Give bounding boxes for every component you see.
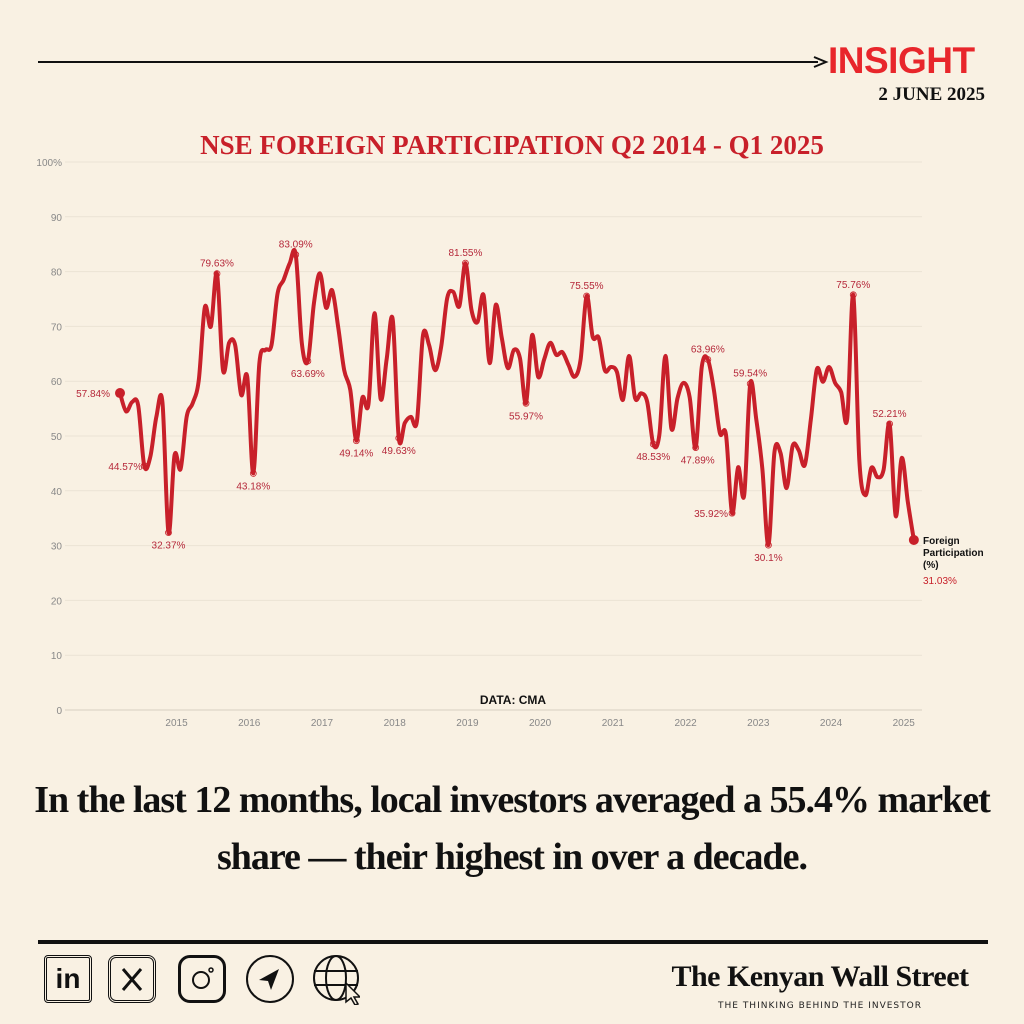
- x-tick-label: 2017: [311, 718, 334, 729]
- data-point-marker: [649, 440, 657, 448]
- data-point-marker: [292, 251, 300, 259]
- legend-label: Foreign Participation (%): [923, 536, 986, 571]
- x-tick-label: 2023: [747, 718, 770, 729]
- website-icon[interactable]: [312, 955, 360, 1005]
- data-point-marker: [352, 437, 360, 445]
- y-tick-label: 60: [51, 377, 63, 388]
- x-tick-label: 2025: [893, 718, 916, 729]
- y-tick-label: 80: [51, 268, 63, 279]
- x-tick-label: 2020: [529, 718, 552, 729]
- x-tick-label: 2024: [820, 718, 843, 729]
- chart-title: NSE FOREIGN PARTICIPATION Q2 2014 - Q1 2…: [200, 130, 824, 160]
- data-point-marker: [213, 270, 221, 278]
- data-label: 75.55%: [570, 281, 604, 292]
- legend-line-3: (%): [923, 560, 939, 571]
- data-point-marker: [704, 356, 712, 363]
- x-tick-label: 2015: [165, 718, 188, 729]
- headline: In the last 12 months, local investors a…: [34, 779, 990, 878]
- data-label: 44.57%: [108, 462, 142, 473]
- linkedin-icon[interactable]: in: [44, 955, 92, 1003]
- data-point-marker: [304, 357, 312, 365]
- data-label: 49.14%: [339, 449, 373, 460]
- data-label: 43.18%: [236, 481, 270, 492]
- data-label: 47.89%: [681, 456, 715, 467]
- y-tick-label: 30: [51, 542, 63, 553]
- divider: [38, 940, 988, 944]
- header-arrow: [38, 56, 829, 68]
- data-label: 49.63%: [382, 446, 416, 457]
- legend-line-1: Foreign: [923, 536, 960, 547]
- brand-label: INSIGHT: [828, 40, 975, 81]
- data-point-marker: [765, 541, 772, 549]
- y-tick-label: 40: [51, 487, 63, 498]
- source-label: DATA: CMA: [480, 693, 547, 707]
- data-label: 75.76%: [836, 280, 870, 291]
- data-point-marker: [165, 529, 172, 537]
- start-point-marker: [115, 388, 125, 399]
- y-tick-label: 70: [51, 322, 63, 333]
- data-point-marker: [886, 420, 894, 428]
- data-label: 32.37%: [152, 541, 186, 552]
- data-label: 35.92%: [694, 509, 728, 520]
- legend-line-2: Participation: [923, 548, 984, 559]
- data-label: 57.84%: [76, 389, 110, 400]
- data-point-marker: [583, 292, 591, 300]
- publish-date: 2 JUNE 2025: [878, 84, 985, 105]
- x-icon[interactable]: [108, 955, 156, 1003]
- tagline: THE THINKING BEHIND THE INVESTOR: [718, 1001, 922, 1011]
- data-label: 48.53%: [636, 452, 670, 463]
- x-tick-label: 2016: [238, 718, 261, 729]
- data-point-marker: [140, 462, 148, 470]
- logo: The Kenyan Wall Street: [671, 960, 969, 993]
- series-line: [118, 247, 916, 548]
- y-tick-label: 100%: [36, 158, 62, 169]
- data-point-marker: [522, 399, 530, 407]
- telegram-icon[interactable]: [246, 955, 294, 1003]
- data-point-marker: [849, 291, 857, 299]
- data-point-marker: [728, 509, 736, 517]
- instagram-icon[interactable]: [178, 955, 226, 1003]
- data-label: 63.96%: [691, 344, 725, 355]
- y-tick-label: 20: [51, 596, 63, 607]
- y-tick-label: 50: [51, 432, 63, 443]
- data-label: 59.54%: [733, 369, 767, 380]
- arrow-right-icon: [813, 56, 829, 68]
- data-point-marker: [249, 469, 257, 477]
- data-label: 83.09%: [279, 240, 313, 251]
- data-label: 52.21%: [873, 409, 907, 420]
- x-tick-label: 2021: [602, 718, 625, 729]
- data-point-marker: [692, 444, 700, 451]
- data-label: 79.63%: [200, 259, 234, 270]
- data-label: 30.1%: [754, 553, 782, 564]
- data-point-marker: [462, 259, 469, 267]
- data-label: 55.97%: [509, 411, 543, 422]
- x-tick-label: 2022: [674, 718, 697, 729]
- y-tick-label: 10: [51, 651, 63, 662]
- x-tick-label: 2019: [456, 718, 479, 729]
- end-value-label: 31.03%: [923, 576, 957, 587]
- end-point-marker: [908, 534, 919, 545]
- data-point-marker: [395, 434, 403, 442]
- data-label: 63.69%: [291, 369, 325, 380]
- y-tick-label: 90: [51, 213, 63, 224]
- data-label: 81.55%: [448, 248, 482, 259]
- x-tick-label: 2018: [384, 718, 407, 729]
- data-point-marker: [746, 380, 754, 388]
- line-chart: 0 10 20 30 40 50 60 70 80 90 100% 2015 2016 2017 2018…: [36, 158, 986, 729]
- y-tick-label: 0: [56, 706, 62, 717]
